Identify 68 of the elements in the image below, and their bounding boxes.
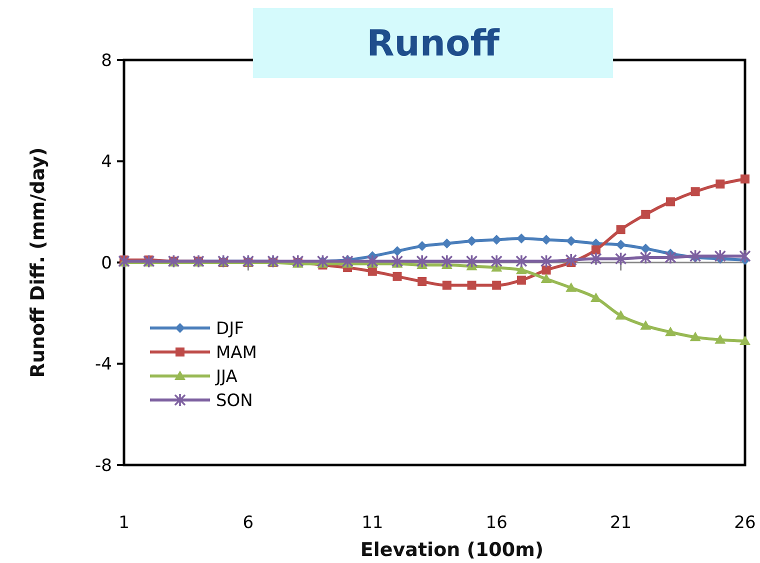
point bbox=[391, 254, 404, 268]
point bbox=[416, 254, 428, 268]
point bbox=[689, 249, 702, 264]
point bbox=[640, 320, 652, 330]
point bbox=[640, 244, 651, 254]
point bbox=[492, 280, 502, 290]
point bbox=[716, 180, 725, 189]
point bbox=[467, 280, 476, 290]
point bbox=[566, 236, 576, 246]
point bbox=[614, 252, 627, 266]
point bbox=[739, 249, 751, 264]
point bbox=[417, 241, 428, 252]
legend-label: JJA bbox=[215, 366, 238, 387]
point bbox=[690, 187, 700, 196]
point bbox=[615, 310, 626, 320]
point bbox=[418, 276, 427, 286]
x-tick-label: 1 bbox=[118, 513, 130, 533]
x-axis-title: Elevation (100m) bbox=[360, 539, 544, 561]
point bbox=[690, 332, 701, 342]
point bbox=[442, 280, 452, 290]
chart-title: Runoff bbox=[366, 24, 500, 65]
point bbox=[516, 254, 528, 268]
point bbox=[740, 174, 750, 184]
point bbox=[441, 254, 453, 268]
y-tick-label: -8 bbox=[95, 456, 112, 476]
point bbox=[664, 250, 676, 264]
point bbox=[490, 254, 502, 268]
point bbox=[591, 245, 600, 254]
y-tick-label: 8 bbox=[101, 50, 112, 71]
y-tick-label: -4 bbox=[95, 354, 112, 375]
y-tick-label: 4 bbox=[101, 152, 112, 172]
point bbox=[542, 266, 551, 275]
point bbox=[664, 326, 676, 336]
point bbox=[616, 240, 626, 250]
legend-label: MAM bbox=[216, 342, 257, 363]
point bbox=[566, 282, 577, 292]
x-tick-label: 16 bbox=[486, 513, 508, 533]
x-tick-label: 26 bbox=[734, 513, 756, 533]
point bbox=[740, 335, 750, 345]
point bbox=[666, 197, 675, 206]
y-axis-title: Runoff Diff. (mm/day) bbox=[27, 147, 49, 378]
x-tick-label: 6 bbox=[242, 513, 254, 533]
point bbox=[714, 334, 726, 344]
point bbox=[466, 254, 478, 268]
x-tick-label: 11 bbox=[362, 513, 384, 533]
y-tick-label: 0 bbox=[101, 253, 112, 274]
point bbox=[516, 276, 526, 285]
point bbox=[540, 254, 552, 268]
point bbox=[616, 225, 626, 234]
x-tick-label: 21 bbox=[610, 513, 632, 533]
point bbox=[466, 236, 477, 246]
point bbox=[714, 249, 726, 264]
legend-label: DJF bbox=[216, 318, 244, 339]
point bbox=[392, 246, 402, 256]
legend-label: SON bbox=[216, 390, 253, 411]
point bbox=[565, 253, 578, 267]
point bbox=[516, 233, 526, 244]
point bbox=[540, 273, 552, 283]
point bbox=[392, 272, 402, 281]
point bbox=[442, 238, 452, 249]
point bbox=[292, 254, 304, 268]
point bbox=[640, 250, 652, 264]
point bbox=[492, 234, 502, 245]
point bbox=[590, 252, 602, 266]
point bbox=[541, 234, 552, 245]
point bbox=[641, 210, 650, 219]
point bbox=[516, 264, 527, 274]
point bbox=[366, 254, 378, 268]
